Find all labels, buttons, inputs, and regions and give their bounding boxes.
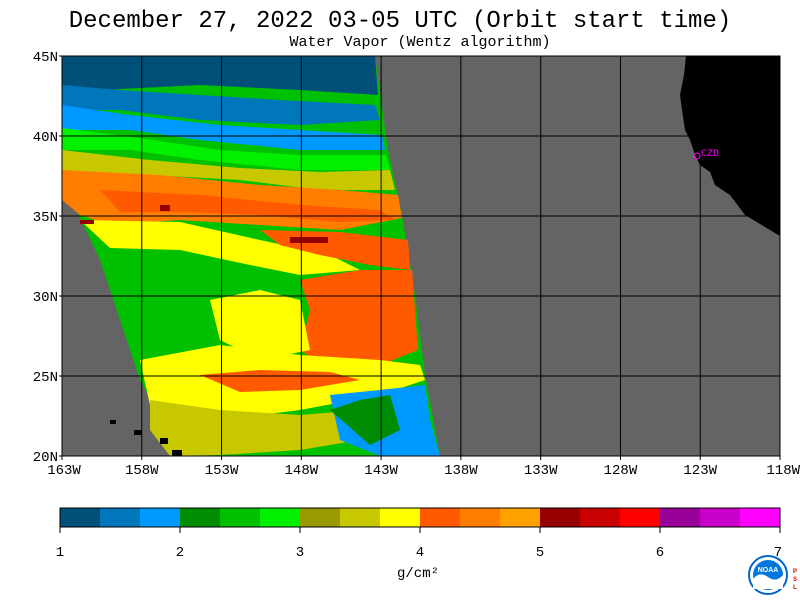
lon-label-138W: 138W	[444, 463, 478, 479]
lat-label-30N: 30N	[33, 290, 58, 306]
colorbar-swatch-15	[660, 508, 701, 527]
colorbar-label-2: 2	[176, 545, 184, 561]
colorbar-swatch-13	[580, 508, 621, 527]
lat-label-25N: 25N	[33, 370, 58, 386]
lon-label-143W: 143W	[364, 463, 398, 479]
land-north-america	[680, 56, 780, 236]
colorbar-swatch-0	[60, 508, 101, 527]
colorbar-label-4: 4	[416, 545, 424, 561]
swath-region-olive-bottom	[150, 400, 360, 456]
lon-label-148W: 148W	[285, 463, 319, 479]
map-border	[61, 55, 781, 457]
swath-region-yellow-center	[210, 290, 310, 360]
noaa-logo: NOAA P S L	[748, 555, 797, 595]
colorbar-swatch-14	[620, 508, 661, 527]
colorbar-swatch-11	[500, 508, 541, 527]
colorbar-label-1: 1	[56, 545, 64, 561]
chart-subtitle: Water Vapor (Wentz algorithm)	[289, 34, 551, 51]
city-marker	[693, 152, 701, 160]
chart-title: December 27, 2022 03-05 UTC (Orbit start…	[68, 8, 732, 35]
colorbar-label-3: 3	[296, 545, 304, 561]
noaa-logo-text: NOAA	[758, 567, 779, 574]
colorbar-swatch-8	[380, 508, 421, 527]
swath-region-dark-green-bottom	[330, 395, 400, 445]
dark-red-spot-2	[160, 205, 170, 211]
colorbar-swatch-10	[460, 508, 501, 527]
colorbar	[60, 508, 781, 527]
map-grid	[62, 56, 780, 456]
swath-region-dark-blue	[62, 56, 378, 95]
colorbar-swatch-6	[300, 508, 341, 527]
island-3	[160, 438, 168, 444]
noaa-logo-wave	[753, 574, 783, 589]
lon-label-163W: 163W	[47, 463, 81, 479]
dark-red-spot-3	[80, 220, 94, 224]
colorbar-swatch-3	[180, 508, 221, 527]
colorbar-swatch-9	[420, 508, 461, 527]
swath-region-red-orange-lower	[300, 270, 418, 370]
colorbar-swatch-7	[340, 508, 381, 527]
lon-label-118W: 118W	[766, 463, 800, 479]
colorbar-label-7: 7	[774, 545, 782, 561]
swath-region-olive	[62, 150, 395, 190]
island-2	[134, 430, 142, 435]
island-1	[110, 420, 116, 424]
lat-label-35N: 35N	[33, 210, 58, 226]
lon-label-153W: 153W	[205, 463, 239, 479]
colorbar-swatch-5	[260, 508, 301, 527]
swath-region-red-orange-upper	[100, 190, 395, 222]
city-label: CZD	[701, 149, 719, 160]
island-4	[172, 450, 182, 456]
lon-label-133W: 133W	[524, 463, 558, 479]
psl-letter-p: P	[793, 569, 797, 575]
colorbar-swatch-4	[220, 508, 261, 527]
lon-label-123W: 123W	[683, 463, 717, 479]
colorbar-label-5: 5	[536, 545, 544, 561]
longitude-labels: 163W 158W 153W 148W 143W 138W 133W 128W 123W 118W	[47, 456, 800, 479]
colorbar-ticks: 1 2 3 4 5 6 7	[56, 527, 782, 561]
water-vapor-swath	[62, 56, 780, 456]
dark-red-spot-1	[290, 237, 328, 243]
swath-region-bright-green	[62, 128, 390, 170]
lon-label-128W: 128W	[604, 463, 638, 479]
lat-label-45N: 45N	[33, 50, 58, 66]
colorbar-swatch-12	[540, 508, 581, 527]
colorbar-units: g/cm²	[397, 566, 439, 582]
swath-region-yellow-mid	[80, 220, 360, 275]
colorbar-swatch-17	[740, 508, 781, 527]
swath-region-light-blue	[62, 105, 385, 150]
colorbar-label-6: 6	[656, 545, 664, 561]
lat-label-20N: 20N	[33, 450, 58, 466]
psl-letter-l: L	[793, 585, 797, 591]
lon-label-158W: 158W	[125, 463, 159, 479]
colorbar-swatch-16	[700, 508, 741, 527]
psl-letter-s: S	[793, 577, 797, 583]
colorbar-swatch-2	[140, 508, 181, 527]
colorbar-swatch-1	[100, 508, 141, 527]
lat-label-40N: 40N	[33, 130, 58, 146]
latitude-labels: 45N 40N 35N 30N 25N 20N	[33, 50, 62, 466]
